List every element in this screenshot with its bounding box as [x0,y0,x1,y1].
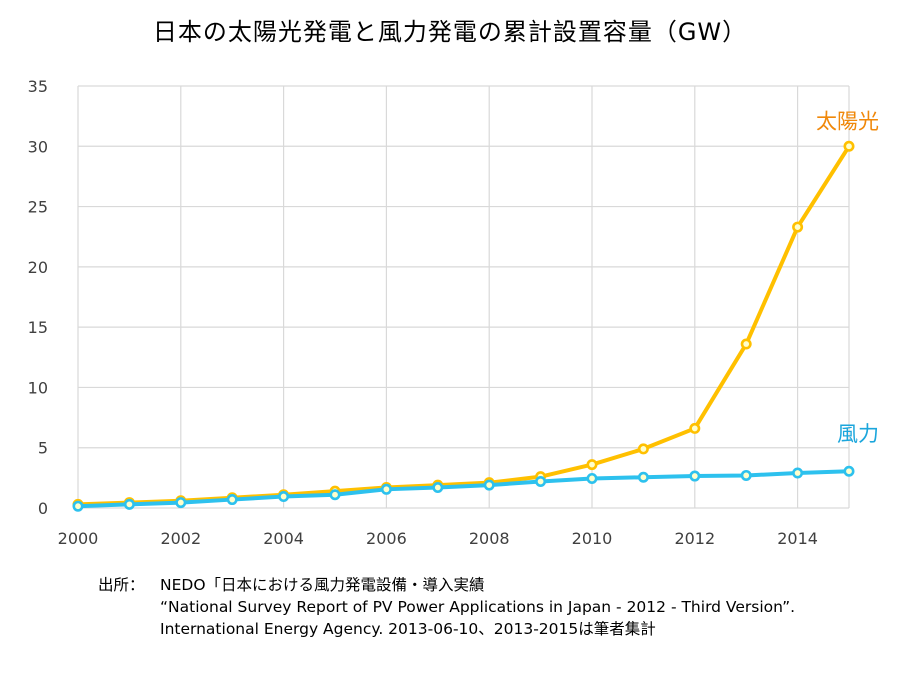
data-point [843,140,855,152]
x-tick-label: 2012 [674,529,715,548]
data-point [586,459,598,471]
source-line-3: International Energy Agency. 2013-06-10、… [160,620,656,638]
chart-title: 日本の太陽光発電と風力発電の累計設置容量（GW） [152,18,748,46]
grid-lines [77,85,850,509]
data-point [380,483,392,495]
data-point [432,482,444,494]
source-line-2: “National Survey Report of PV Power Appl… [160,598,796,616]
x-tick-labels: 2000 2002 2004 2006 2008 2010 2012 2014 [58,529,818,548]
x-tick-label: 2008 [469,529,510,548]
source-note: 出所： NEDO「日本における風力発電設備・導入実績 “National Surv… [98,574,795,640]
y-tick-label: 20 [28,258,48,277]
y-tick-label: 30 [28,137,48,156]
data-point [689,470,701,482]
data-point [72,500,84,512]
y-tick-label: 35 [28,77,48,96]
data-point [586,472,598,484]
data-point [689,422,701,434]
series-lines [72,140,855,512]
data-point [483,479,495,491]
x-tick-label: 2004 [263,529,304,548]
x-tick-label: 2014 [777,529,818,548]
x-tick-label: 2006 [366,529,407,548]
source-line-1: NEDO「日本における風力発電設備・導入実績 [160,576,485,594]
series-label: 太陽光 [816,109,879,133]
data-point [843,465,855,477]
data-point [740,338,752,350]
data-point [226,494,238,506]
data-point [329,489,341,501]
data-point [637,443,649,455]
source-label: 出所： [98,576,145,594]
y-tick-label: 25 [28,198,48,217]
data-point [637,471,649,483]
x-tick-label: 2000 [58,529,99,548]
data-point [792,467,804,479]
data-point [175,497,187,509]
y-tick-label: 10 [28,378,48,397]
series-label: 風力 [837,422,879,446]
x-tick-label: 2010 [572,529,613,548]
data-point [123,498,135,510]
data-point [535,475,547,487]
data-point [792,221,804,233]
y-tick-labels: 0 5 10 15 20 25 30 35 [28,77,48,518]
y-tick-label: 15 [28,318,48,337]
data-point [740,469,752,481]
data-point [278,491,290,503]
x-tick-label: 2002 [160,529,201,548]
y-tick-label: 0 [38,499,48,518]
series-line-1 [77,145,851,507]
series-line-2 [77,469,850,509]
y-tick-label: 5 [38,439,48,458]
